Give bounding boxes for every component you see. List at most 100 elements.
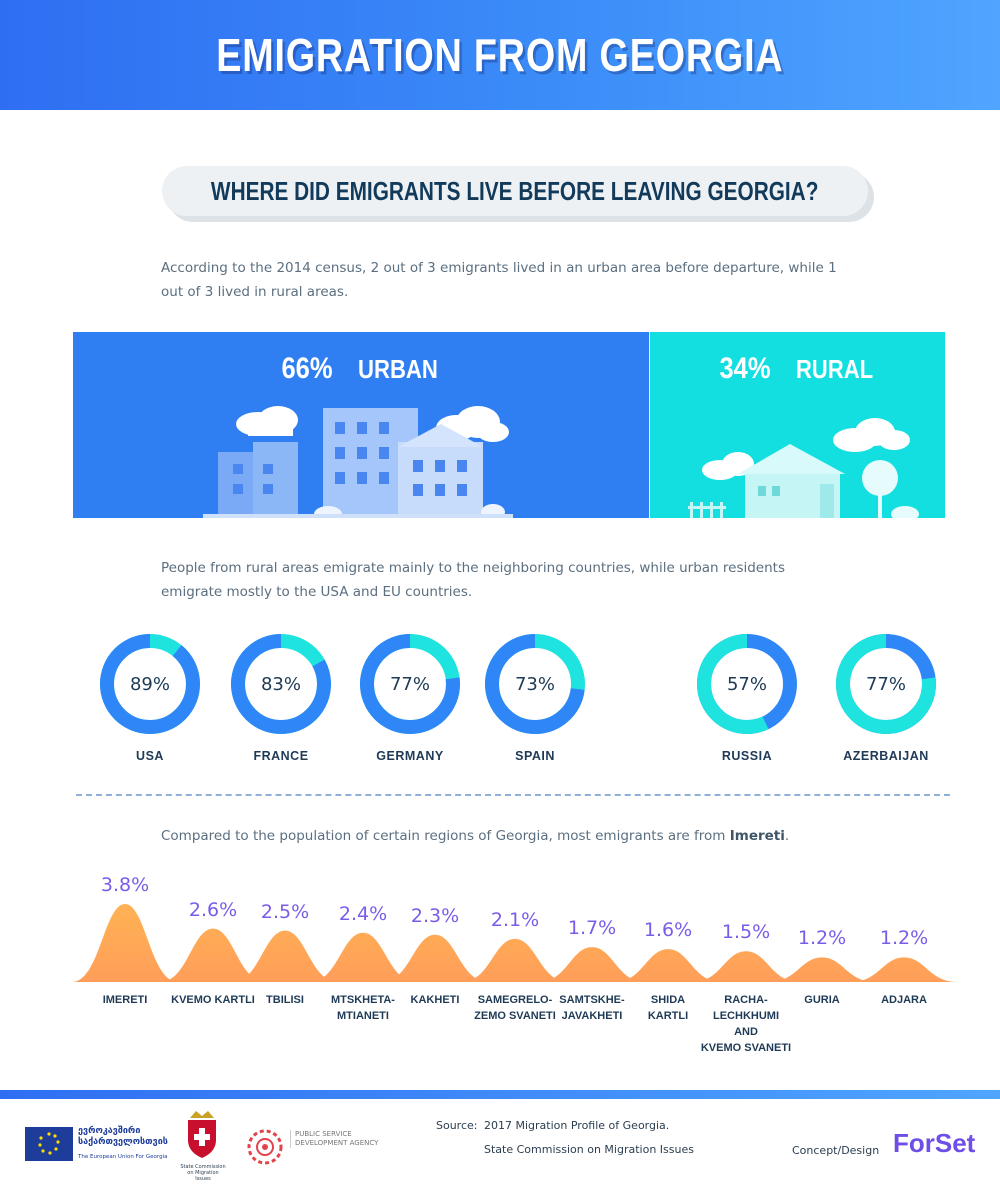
region-name-line: KARTLI xyxy=(647,1010,689,1022)
source-line2: State Commission on Migration Issues xyxy=(484,1143,694,1156)
region-label: MTSKHETA- MTIANETI xyxy=(313,992,413,1024)
section-question: WHERE DID EMIGRANTS LIVE BEFORE LEAVING … xyxy=(162,166,868,216)
region-name-line: IMERETI xyxy=(102,994,148,1006)
region-label: GURIA xyxy=(772,992,872,1008)
region-name-line: ZEMO SVANETI xyxy=(474,1010,556,1022)
regions-text-end: . xyxy=(784,828,790,844)
source-line1: 2017 Migration Profile of Georgia. xyxy=(484,1119,670,1132)
donut-share-arc xyxy=(100,634,200,734)
concept-label: Concept/Design xyxy=(792,1144,880,1157)
eu-text: ევროკავშირი საქართველოსთვის xyxy=(78,1126,168,1148)
region-value-label: 1.6% xyxy=(643,919,693,942)
region-value-label: 2.4% xyxy=(338,902,388,925)
region-name-line: SHIDA xyxy=(650,994,686,1006)
city-illustration xyxy=(203,406,513,518)
rural-label: 34% RURAL xyxy=(650,352,945,386)
country-label: FRANCE xyxy=(253,749,309,763)
region-value-label: 2.1% xyxy=(490,908,540,931)
urban-panel: 66% URBAN xyxy=(73,332,649,518)
psda-line2: DEVELOPMENT AGENCY xyxy=(295,1139,379,1147)
donut-value: 57% xyxy=(726,673,767,695)
region-value-label: 2.3% xyxy=(410,904,460,927)
donut-russia: 57% xyxy=(695,632,799,736)
donut-value: 73% xyxy=(514,673,555,695)
footer-bar xyxy=(0,1090,1000,1099)
region-name-line: JAVAKHETI xyxy=(561,1010,623,1022)
region-name-line: RACHA-LECHKHUMI xyxy=(713,994,779,1022)
donut-germany: 77% xyxy=(358,632,462,736)
eu-line1: ევროკავშირი xyxy=(78,1126,141,1136)
region-label: RACHA-LECHKHUMI AND KVEMO SVANETI xyxy=(696,992,796,1056)
region-value-label: 1.2% xyxy=(797,927,847,950)
region-value-label: 2.6% xyxy=(188,898,238,921)
donut-share-arc xyxy=(836,634,936,734)
destinations-text: People from rural areas emigrate mainly … xyxy=(161,560,785,600)
urban-word: URBAN xyxy=(358,354,439,384)
georgia-coat-of-arms-icon xyxy=(188,1111,216,1158)
region-value-label: 1.2% xyxy=(879,927,929,950)
donut-share-arc xyxy=(231,634,331,734)
donut-share-arc xyxy=(360,634,460,734)
region-name-line: GURIA xyxy=(804,994,840,1006)
rural-word: RURAL xyxy=(796,354,874,384)
region-name-line: TBILISI xyxy=(266,994,304,1006)
regions-area xyxy=(60,904,958,982)
region-value-label: 1.7% xyxy=(567,917,617,940)
psda-logo-icon xyxy=(247,1129,283,1165)
region-value-label: 3.8% xyxy=(100,874,150,896)
region-label: IMERETI xyxy=(75,992,175,1008)
donut-value: 77% xyxy=(389,673,430,695)
psda-text: PUBLIC SERVICE DEVELOPMENT AGENCY xyxy=(290,1130,378,1148)
region-name-line: MTSKHETA- xyxy=(331,994,395,1006)
country-label: SPAIN xyxy=(515,749,555,763)
source-label: Source: xyxy=(436,1119,478,1132)
region-label: TBILISI xyxy=(235,992,335,1008)
page-header: Emigration from Georgia xyxy=(0,0,1000,110)
commission-caption: State Commission on Migration Issues xyxy=(180,1164,226,1182)
region-name-line: SAMTSKHE- xyxy=(559,994,625,1006)
region-label: KAKHETI xyxy=(385,992,485,1008)
eu-stars-icon xyxy=(38,1132,60,1155)
donut-share-arc xyxy=(697,634,797,734)
region-name-line: MTIANETI xyxy=(337,1010,389,1022)
urban-pct: 66% xyxy=(281,352,333,385)
page-title: Emigration from Georgia xyxy=(216,29,784,81)
region-label: ADJARA xyxy=(854,992,954,1008)
donut-value: 77% xyxy=(865,673,906,695)
region-name-line: ADJARA xyxy=(881,994,927,1006)
donut-spain: 73% xyxy=(483,632,587,736)
donut-value: 83% xyxy=(260,673,301,695)
eu-subtitle: The European Union For Georgia xyxy=(78,1154,168,1160)
region-label: KVEMO KARTLI xyxy=(163,992,263,1008)
urban-label: 66% URBAN xyxy=(73,352,649,386)
regions-text-main: Compared to the population of certain re… xyxy=(161,828,730,844)
regions-text-bold: Imereti xyxy=(729,828,785,844)
region-value-label: 2.5% xyxy=(260,900,310,923)
region-value-label: 1.5% xyxy=(721,921,771,944)
donut-value: 89% xyxy=(129,673,170,695)
eu-flag-logo xyxy=(25,1127,73,1161)
region-label: SAMTSKHE- JAVAKHETI xyxy=(542,992,642,1024)
eu-line2: საქართველოსთვის xyxy=(78,1137,168,1147)
region-name-line: AND xyxy=(734,1026,758,1038)
country-label: GERMANY xyxy=(376,749,444,763)
country-label: RUSSIA xyxy=(721,749,773,763)
country-label: AZERBAIJAN xyxy=(843,749,929,763)
regions-text: Compared to the population of certain re… xyxy=(161,824,921,848)
rural-pct: 34% xyxy=(719,352,771,385)
region-name-line: KAKHETI xyxy=(410,994,460,1006)
psda-line1: PUBLIC SERVICE xyxy=(295,1130,352,1138)
house-illustration xyxy=(688,418,919,518)
region-name-line: KVEMO SVANETI xyxy=(700,1042,792,1054)
region-name-line: KVEMO KARTLI xyxy=(171,994,255,1006)
intro-text: According to the 2014 census, 2 out of 3… xyxy=(161,260,837,300)
rural-panel: 34% RURAL xyxy=(650,332,945,518)
question-text: WHERE DID EMIGRANTS LIVE BEFORE LEAVING … xyxy=(211,175,819,206)
donut-france: 83% xyxy=(229,632,333,736)
forset-logo: ForSet xyxy=(893,1128,976,1158)
region-label: SHIDA KARTLI xyxy=(618,992,718,1024)
region-name-line: SAMEGRELO- xyxy=(477,994,553,1006)
section-divider xyxy=(76,794,950,796)
regions-chart xyxy=(60,904,958,982)
country-label: USA xyxy=(136,749,164,763)
